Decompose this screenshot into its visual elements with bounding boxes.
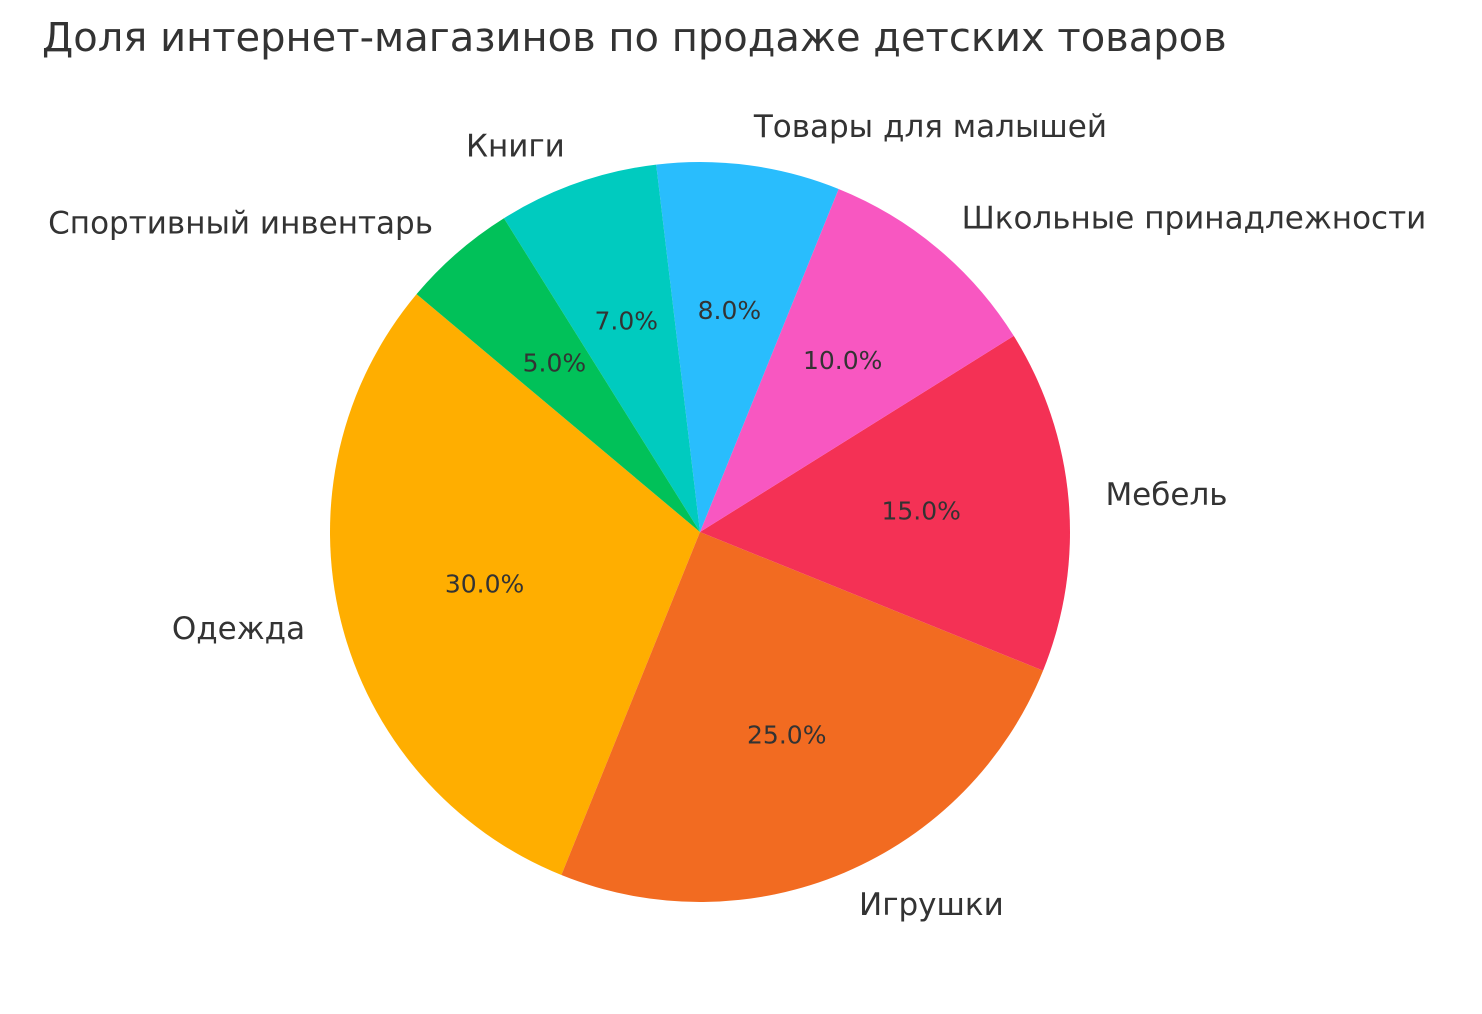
chart-title: Доля интернет-магазинов по продаже детск… <box>42 15 1227 61</box>
pie-slice <box>700 188 1014 533</box>
pie-slice <box>656 162 839 532</box>
category-label: Спортивный инвентарь <box>48 205 433 241</box>
value-label: 8.0% <box>698 296 762 325</box>
value-label: 5.0% <box>523 348 587 377</box>
pie-slice <box>503 164 700 532</box>
category-label: Товары для малышей <box>753 109 1107 145</box>
value-label: 10.0% <box>803 346 882 375</box>
pie-slice <box>416 218 700 532</box>
category-label: Мебель <box>1105 477 1227 513</box>
category-label: Игрушки <box>859 887 1004 923</box>
category-label: Книги <box>466 129 565 165</box>
pie-slice <box>561 532 1044 903</box>
category-label: Одежда <box>172 611 305 647</box>
value-label: 25.0% <box>747 720 826 749</box>
pie-slice <box>700 335 1070 671</box>
pie-slice <box>329 294 700 876</box>
category-label: Школьные принадлежности <box>962 201 1427 237</box>
value-label: 7.0% <box>595 307 659 336</box>
value-label: 15.0% <box>881 497 960 526</box>
value-label: 30.0% <box>445 570 524 599</box>
